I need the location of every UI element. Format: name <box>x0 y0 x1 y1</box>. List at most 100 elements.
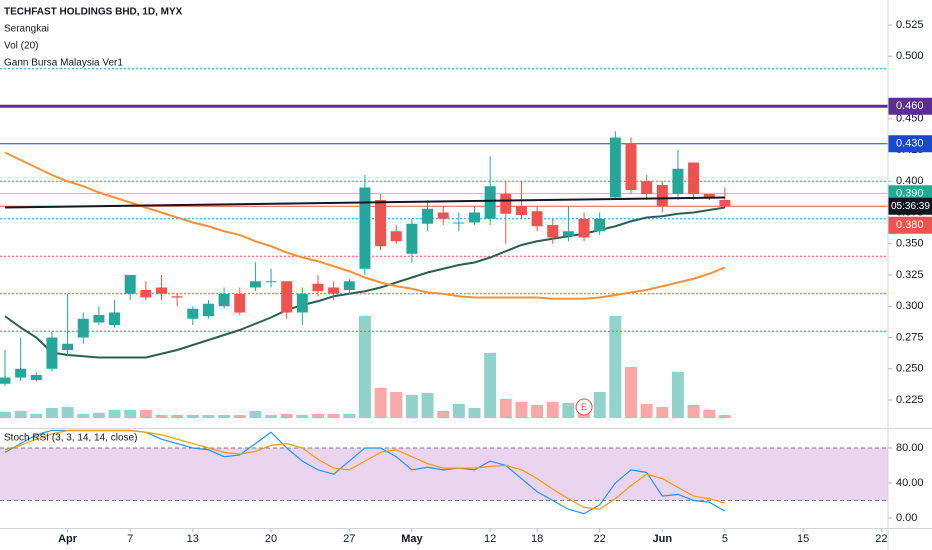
candle-body <box>343 281 355 290</box>
candle-body <box>328 287 340 294</box>
volume-bar <box>265 415 278 418</box>
candle-body <box>218 293 230 307</box>
y-tick-label: 40.00 <box>896 477 924 489</box>
volume-bar <box>30 414 43 418</box>
candle-body <box>140 290 152 298</box>
x-tick-label: May <box>401 533 423 545</box>
candle-body <box>406 223 418 254</box>
y-tick-label: 0.250 <box>896 363 924 375</box>
volume-bar <box>656 407 669 418</box>
volume-bar <box>671 372 684 418</box>
price-label-box <box>888 97 932 115</box>
candle-body <box>0 377 11 384</box>
volume-bar <box>296 415 309 418</box>
x-tick-label: 27 <box>343 533 355 545</box>
y-tick-label: 0.300 <box>896 300 924 312</box>
candle-body <box>703 193 715 198</box>
chart-title: TECHFAST HOLDINGS BHD, 1D, MYX <box>4 7 183 18</box>
y-tick-label: 80.00 <box>896 442 924 454</box>
volume-bar <box>546 402 559 418</box>
candle-body <box>484 186 496 219</box>
candle-body <box>62 343 74 350</box>
x-tick-label: 18 <box>531 533 543 545</box>
x-tick-label: Jun <box>653 533 673 545</box>
candle-body <box>547 225 559 238</box>
y-tick-label: 0.500 <box>896 50 924 62</box>
volume-bar <box>515 402 528 418</box>
volume-bar <box>77 414 90 418</box>
volume-bar <box>405 395 418 418</box>
candle-body <box>609 137 621 198</box>
volume-bar <box>249 411 262 418</box>
volume-bar <box>437 411 450 418</box>
candle-body <box>594 218 606 232</box>
candle-body <box>265 281 277 283</box>
candle-body <box>124 275 136 294</box>
volume-bar <box>139 410 152 418</box>
candle-body <box>46 337 58 369</box>
volume-bar <box>124 410 137 418</box>
candle-body <box>656 185 668 207</box>
volume-bar <box>531 405 544 418</box>
candle-body <box>312 283 324 292</box>
candle-body <box>469 212 480 223</box>
candle-body <box>672 168 684 194</box>
candle-body <box>109 312 121 325</box>
x-tick-label: 22 <box>875 533 887 545</box>
volume-bar <box>374 388 387 418</box>
volume-bar <box>312 414 324 418</box>
x-tick-label: 12 <box>484 533 496 545</box>
indicator-label: Gann Bursa Malaysia Ver1 <box>4 58 123 69</box>
x-tick-label: 15 <box>797 533 809 545</box>
x-tick-label: 20 <box>265 533 277 545</box>
candle-body <box>187 308 199 319</box>
y-tick-label: 0.225 <box>896 394 924 406</box>
volume-bar <box>499 399 512 418</box>
volume-bar <box>14 411 27 418</box>
candle-body <box>500 193 512 214</box>
price-label: 0.380 <box>896 219 924 231</box>
candle-body <box>171 296 183 298</box>
candle-body <box>625 143 637 190</box>
x-tick-label: 5 <box>722 533 728 545</box>
earnings-label: E <box>581 402 587 412</box>
y-tick-label: 0.275 <box>896 331 924 343</box>
volume-bar <box>358 316 371 418</box>
volume-bar <box>61 407 74 418</box>
price-label: 0.460 <box>896 100 924 112</box>
candle-body <box>453 222 465 224</box>
candle-body <box>375 200 387 247</box>
band <box>0 447 888 501</box>
volume-bar <box>452 404 465 418</box>
x-tick-label: 22 <box>594 533 606 545</box>
candle-body <box>281 281 293 313</box>
candle-body <box>156 287 167 294</box>
volume-bar <box>92 413 105 418</box>
moving-average <box>4 151 726 300</box>
y-tick-label: 0.00 <box>896 512 917 524</box>
volume-bar <box>343 414 356 418</box>
candle-body <box>578 218 590 238</box>
volume-bar <box>687 405 700 418</box>
stoch-line <box>4 429 726 510</box>
indicator-label: Vol (20) <box>4 41 38 52</box>
trend-line <box>4 196 725 209</box>
volume-bar <box>421 393 434 418</box>
volume-bar <box>562 403 575 418</box>
volume-bar <box>0 412 11 418</box>
y-tick-label: 0.450 <box>896 113 924 125</box>
volume-bar <box>703 410 716 418</box>
volume-bar <box>45 408 58 418</box>
volume-bar <box>390 392 403 418</box>
x-tick-label: 13 <box>187 533 199 545</box>
y-tick-label: 0.325 <box>896 269 924 281</box>
legend: TECHFAST HOLDINGS BHD, 1D, MYX Serangkai… <box>4 7 183 444</box>
price-label: 0.430 <box>896 138 924 150</box>
candle-body <box>562 231 574 237</box>
volume-bar <box>186 415 199 418</box>
x-tick-label: Apr <box>58 533 78 545</box>
candle-body <box>359 187 371 269</box>
